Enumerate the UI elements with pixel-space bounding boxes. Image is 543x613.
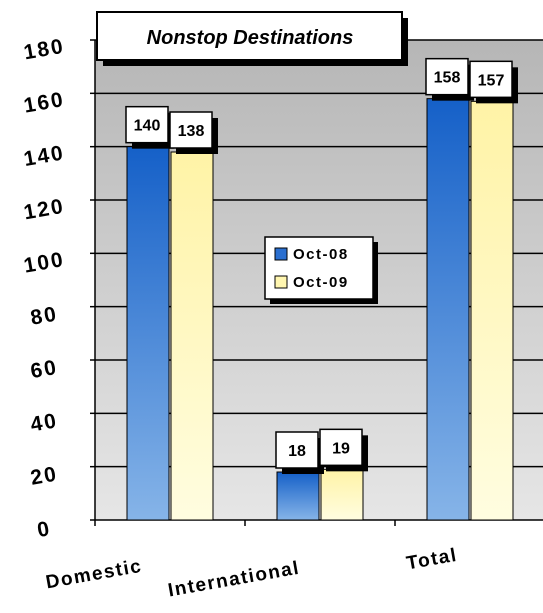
y-tick-label: 120 [22, 195, 66, 225]
y-tick-label: 80 [29, 302, 60, 329]
y-tick-label: 140 [22, 141, 66, 171]
legend-item-oct-09: Oct-09 [274, 274, 349, 291]
data-label-oct-09-total: 157 [469, 60, 518, 104]
legend: Oct-08 Oct-09 [264, 236, 378, 304]
legend-label-oct-09: Oct-09 [293, 274, 349, 291]
x-tick-labels: Domestic International Total [44, 545, 459, 602]
legend-swatch-oct-08 [274, 247, 288, 261]
data-label-text: 157 [478, 72, 505, 89]
y-tick-label: 100 [22, 248, 66, 278]
bar-oct-08-international [276, 471, 320, 521]
bar-oct-09-international [320, 468, 364, 521]
data-label-oct-08-international: 18 [275, 431, 324, 474]
data-label-text: 18 [288, 443, 306, 460]
data-label-oct-08-total: 158 [425, 57, 474, 101]
bar-oct-08-domestic [126, 146, 170, 521]
legend-item-oct-08: Oct-08 [274, 246, 349, 263]
bar-oct-09-total [470, 100, 514, 521]
y-tick-label: 40 [29, 409, 60, 436]
bar-oct-08-total [426, 98, 470, 521]
data-label-text: 19 [332, 440, 350, 457]
data-label-oct-09-international: 19 [319, 428, 368, 472]
x-tick-label-international: International [166, 558, 301, 602]
y-tick-label: 20 [29, 462, 60, 489]
chart-title: Nonstop Destinations [147, 27, 354, 49]
x-tick-label-total: Total [405, 545, 459, 575]
data-labels: 140 18 158 138 19 157 [125, 57, 518, 474]
data-label-text: 140 [134, 118, 161, 135]
data-label-text: 158 [434, 70, 461, 87]
data-label-oct-08-domestic: 140 [125, 105, 174, 149]
data-label-oct-09-domestic: 138 [169, 111, 218, 154]
chart-title-box: Nonstop Destinations [96, 11, 408, 66]
bar-oct-09-domestic [170, 151, 214, 521]
y-tick-labels: 0 20 40 60 80 100 120 140 160 180 [22, 35, 66, 542]
y-tick-label: 60 [29, 356, 60, 383]
data-label-text: 138 [178, 123, 205, 140]
bars [126, 98, 514, 521]
x-tick-label-domestic: Domestic [44, 556, 144, 594]
legend-swatch-oct-09 [274, 275, 288, 289]
y-tick-label: 0 [36, 517, 53, 542]
y-tick-label: 160 [22, 88, 66, 118]
y-tick-label: 180 [22, 35, 66, 65]
legend-label-oct-08: Oct-08 [293, 246, 349, 263]
